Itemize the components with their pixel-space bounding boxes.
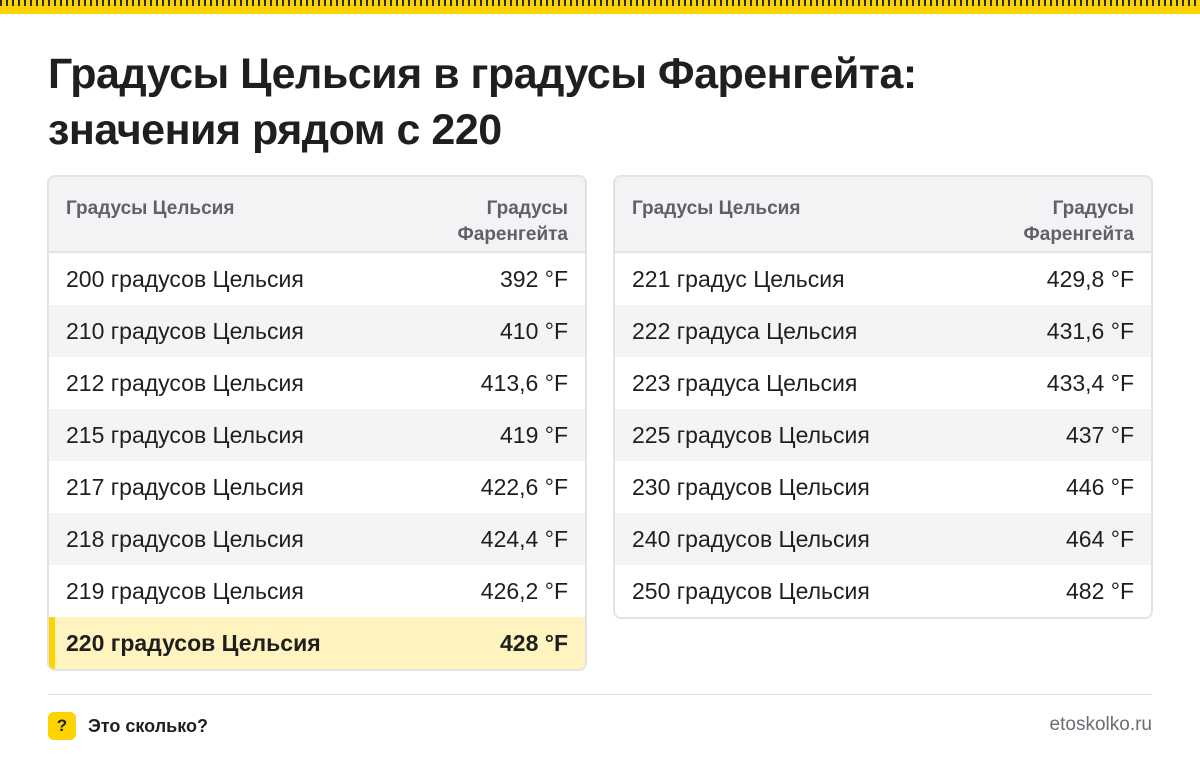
cell-celsius: 222 градуса Цельсия xyxy=(632,317,858,344)
table-header: Градусы Цельсия Градусы Фаренгейта xyxy=(49,177,585,253)
cell-fahrenheit: 419 °F xyxy=(499,421,568,448)
cell-celsius: 200 градусов Цельсия xyxy=(66,265,304,292)
table-row: 250 градусов Цельсия 482 °F xyxy=(615,565,1151,617)
table-row: 230 градусов Цельсия 446 °F xyxy=(615,461,1151,513)
cell-celsius: 212 градусов Цельсия xyxy=(66,369,304,396)
header-fahrenheit: Градусы Фаренгейта xyxy=(1023,198,1134,245)
header-fahrenheit: Градусы Фаренгейта xyxy=(457,198,568,245)
cell-fahrenheit: 437 °F xyxy=(1065,421,1134,448)
cell-celsius: 240 градусов Цельсия xyxy=(632,525,870,552)
table-row: 200 градусов Цельсия 392 °F xyxy=(49,253,585,305)
brand[interactable]: ? Это сколько? xyxy=(48,712,208,740)
cell-fahrenheit: 446 °F xyxy=(1065,473,1134,500)
header-celsius: Градусы Цельсия xyxy=(66,198,235,219)
site-link[interactable]: etoskolko.ru xyxy=(1049,714,1152,735)
table-row: 210 градусов Цельсия 410 °F xyxy=(49,305,585,357)
table-row: 222 градуса Цельсия 431,6 °F xyxy=(615,305,1151,357)
footer-divider xyxy=(48,694,1152,695)
table-body: 200 градусов Цельсия 392 °F 210 градусов… xyxy=(49,253,585,669)
table-body: 221 градус Цельсия 429,8 °F 222 градуса … xyxy=(615,253,1151,617)
brand-name: Это сколько? xyxy=(88,715,208,736)
cell-fahrenheit: 424,4 °F xyxy=(480,525,568,552)
table-row: 218 градусов Цельсия 424,4 °F xyxy=(49,513,585,565)
page-title-line-2: значения рядом с 220 xyxy=(48,106,502,154)
table-row: 215 градусов Цельсия 419 °F xyxy=(49,409,585,461)
question-mark-icon: ? xyxy=(48,712,76,740)
cell-fahrenheit: 464 °F xyxy=(1065,525,1134,552)
cell-celsius: 220 градусов Цельсия xyxy=(66,629,321,656)
cell-fahrenheit: 431,6 °F xyxy=(1046,317,1134,344)
cell-fahrenheit: 413,6 °F xyxy=(480,369,568,396)
page-title-line-1: Градусы Цельсия в градусы Фаренгейта: xyxy=(48,50,917,98)
cell-celsius: 210 градусов Цельсия xyxy=(66,317,304,344)
table-row: 221 градус Цельсия 429,8 °F xyxy=(615,253,1151,305)
table-row: 212 градусов Цельсия 413,6 °F xyxy=(49,357,585,409)
cell-fahrenheit: 429,8 °F xyxy=(1046,265,1134,292)
cell-celsius: 218 градусов Цельсия xyxy=(66,525,304,552)
cell-celsius: 219 градусов Цельсия xyxy=(66,577,304,604)
cell-celsius: 215 градусов Цельсия xyxy=(66,421,304,448)
cell-celsius: 250 градусов Цельсия xyxy=(632,577,870,604)
cell-fahrenheit: 426,2 °F xyxy=(480,577,568,604)
cell-fahrenheit: 410 °F xyxy=(499,317,568,344)
cell-celsius: 223 градуса Цельсия xyxy=(632,369,858,396)
table-row: 219 градусов Цельсия 426,2 °F xyxy=(49,565,585,617)
cell-celsius: 230 градусов Цельсия xyxy=(632,473,870,500)
cell-celsius: 225 градусов Цельсия xyxy=(632,421,870,448)
table-header: Градусы Цельсия Градусы Фаренгейта xyxy=(615,177,1151,253)
cell-fahrenheit: 433,4 °F xyxy=(1046,369,1134,396)
conversion-table-right: Градусы Цельсия Градусы Фаренгейта 221 г… xyxy=(613,175,1153,619)
cell-celsius: 221 градус Цельсия xyxy=(632,265,845,292)
table-row-highlighted: 220 градусов Цельсия 428 °F xyxy=(49,617,585,669)
cell-celsius: 217 градусов Цельсия xyxy=(66,473,304,500)
header-celsius: Градусы Цельсия xyxy=(632,198,801,219)
cell-fahrenheit: 482 °F xyxy=(1065,577,1134,604)
page-title: Градусы Цельсия в градусы Фаренгейта: зн… xyxy=(48,46,1148,158)
table-row: 225 градусов Цельсия 437 °F xyxy=(615,409,1151,461)
cell-fahrenheit: 392 °F xyxy=(499,265,568,292)
cell-fahrenheit: 422,6 °F xyxy=(480,473,568,500)
cell-fahrenheit: 428 °F xyxy=(499,629,568,656)
conversion-table-left: Градусы Цельсия Градусы Фаренгейта 200 г… xyxy=(47,175,587,671)
table-row: 217 градусов Цельсия 422,6 °F xyxy=(49,461,585,513)
table-row: 223 градуса Цельсия 433,4 °F xyxy=(615,357,1151,409)
table-row: 240 градусов Цельсия 464 °F xyxy=(615,513,1151,565)
ruler-strip xyxy=(0,0,1200,14)
